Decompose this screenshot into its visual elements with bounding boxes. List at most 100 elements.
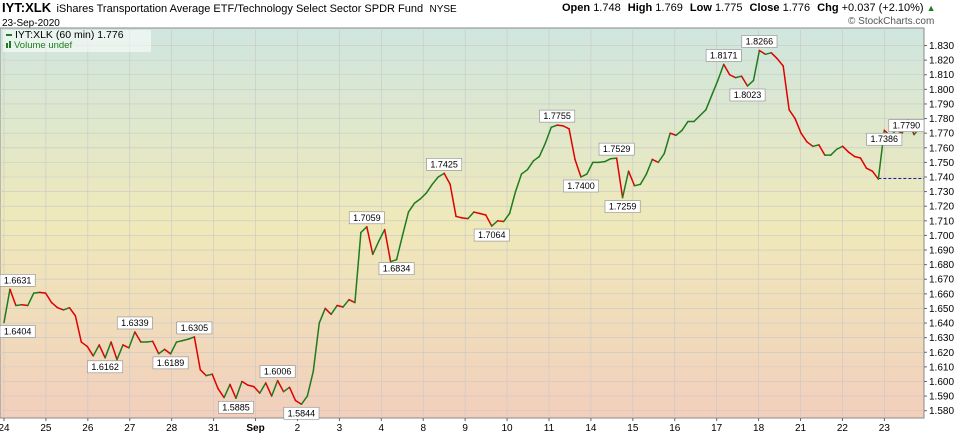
legend-box: IYT:XLK (60 min) 1.776 Volume undef — [3, 29, 151, 52]
chg-up-icon: ▲ — [926, 3, 936, 13]
series-segment — [449, 183, 457, 218]
plot-area — [0, 27, 925, 419]
series-segment — [366, 226, 374, 256]
series-segment — [669, 132, 677, 137]
price-label: 1.6189 — [152, 356, 189, 370]
price-label: 1.7059 — [348, 211, 385, 225]
series-segment — [621, 170, 630, 199]
series-segment — [835, 145, 844, 150]
series-segment — [377, 228, 386, 243]
series-segment — [520, 168, 529, 175]
price-label-box — [888, 119, 925, 132]
price-label-box — [116, 316, 153, 330]
security-name: iShares Transportation Average ETF/Techn… — [56, 3, 424, 15]
x-tick-label: Sep — [246, 423, 264, 434]
price-label-text: 1.8023 — [734, 90, 762, 100]
x-tick-label: 21 — [795, 423, 807, 434]
price-label-box — [705, 49, 742, 62]
series-segment — [389, 258, 398, 263]
series-segment — [395, 234, 404, 261]
series-segment — [788, 109, 796, 120]
series-segment — [407, 202, 416, 213]
price-label-text: 1.6006 — [264, 367, 292, 377]
price-label: 1.7529 — [598, 142, 635, 156]
series-segment — [830, 148, 838, 156]
series-segment — [865, 167, 874, 172]
price-label: 1.7755 — [539, 109, 576, 123]
series-segment — [728, 73, 737, 79]
series-segment — [110, 341, 118, 361]
price-label: 1.7064 — [473, 228, 510, 242]
y-tick-label: 1.760 — [929, 143, 954, 154]
price-label-box — [87, 360, 124, 374]
series-segment — [431, 176, 439, 186]
watermark: © StockCharts.com — [848, 16, 935, 27]
series-segment — [806, 141, 814, 148]
x-tick-label: 25 — [40, 423, 52, 434]
series-segment — [3, 288, 11, 324]
series-segment — [758, 49, 767, 56]
price-label-text: 1.6339 — [121, 318, 149, 328]
series-segment — [401, 211, 410, 237]
y-tick-label: 1.820 — [929, 56, 954, 67]
series-segment — [324, 307, 332, 316]
series-segment — [752, 49, 761, 82]
price-series — [3, 49, 921, 406]
series-segment — [794, 117, 802, 134]
series-segment — [604, 157, 612, 163]
series-segment — [193, 336, 202, 371]
price-label: 1.7259 — [604, 200, 641, 213]
series-segment — [306, 370, 315, 397]
y-tick-label: 1.660 — [929, 289, 954, 300]
price-label-text: 1.7755 — [543, 111, 571, 121]
x-tick-label: 2 — [295, 423, 301, 434]
y-tick-label: 1.680 — [929, 260, 954, 271]
high-value: 1.769 — [655, 2, 683, 14]
y-tick-label: 1.830 — [929, 41, 954, 52]
y-tick-label: 1.650 — [929, 304, 954, 315]
series-segment — [711, 79, 719, 96]
legend-background — [3, 30, 151, 52]
series-segment — [187, 336, 196, 340]
series-segment — [443, 172, 451, 186]
series-segment — [86, 345, 94, 357]
chart-subheader-row: 23-Sep-2020 © StockCharts.com — [0, 15, 960, 31]
price-label-box — [563, 179, 599, 193]
series-segment — [776, 57, 784, 67]
series-segment — [294, 399, 303, 406]
price-label-text: 1.6305 — [181, 323, 209, 333]
series-segment — [32, 291, 41, 294]
series-segment — [538, 142, 547, 158]
x-tick-label: 3 — [337, 423, 343, 434]
series-segment — [383, 228, 392, 263]
series-segment — [871, 170, 880, 180]
price-label-box — [152, 356, 189, 370]
x-tick-label: 23 — [879, 423, 891, 434]
price-label-box — [539, 109, 576, 123]
price-label-box — [473, 228, 510, 242]
series-segment — [253, 385, 261, 394]
price-label-text: 1.6404 — [4, 326, 32, 336]
open-value: 1.748 — [593, 2, 621, 14]
y-tick-label: 1.810 — [929, 70, 954, 81]
series-segment — [782, 65, 790, 111]
series-segment — [104, 341, 112, 359]
price-label: 1.6631 — [0, 274, 36, 287]
price-label-box — [283, 406, 320, 420]
series-segment — [300, 395, 309, 406]
series-segment — [598, 160, 606, 164]
x-tick-label: 10 — [502, 423, 514, 434]
series-segment — [461, 217, 469, 220]
y-tick-label: 1.630 — [929, 333, 954, 344]
y-tick-label: 1.750 — [929, 158, 954, 169]
price-label-box — [259, 365, 296, 378]
price-label-box — [426, 158, 463, 171]
series-segment — [479, 212, 487, 216]
y-tick-label: 1.590 — [929, 392, 954, 403]
series-segment — [235, 380, 243, 400]
price-label: 1.8023 — [729, 88, 766, 102]
series-segment — [50, 301, 59, 309]
series-segment — [92, 344, 100, 357]
price-label-box — [176, 321, 213, 335]
